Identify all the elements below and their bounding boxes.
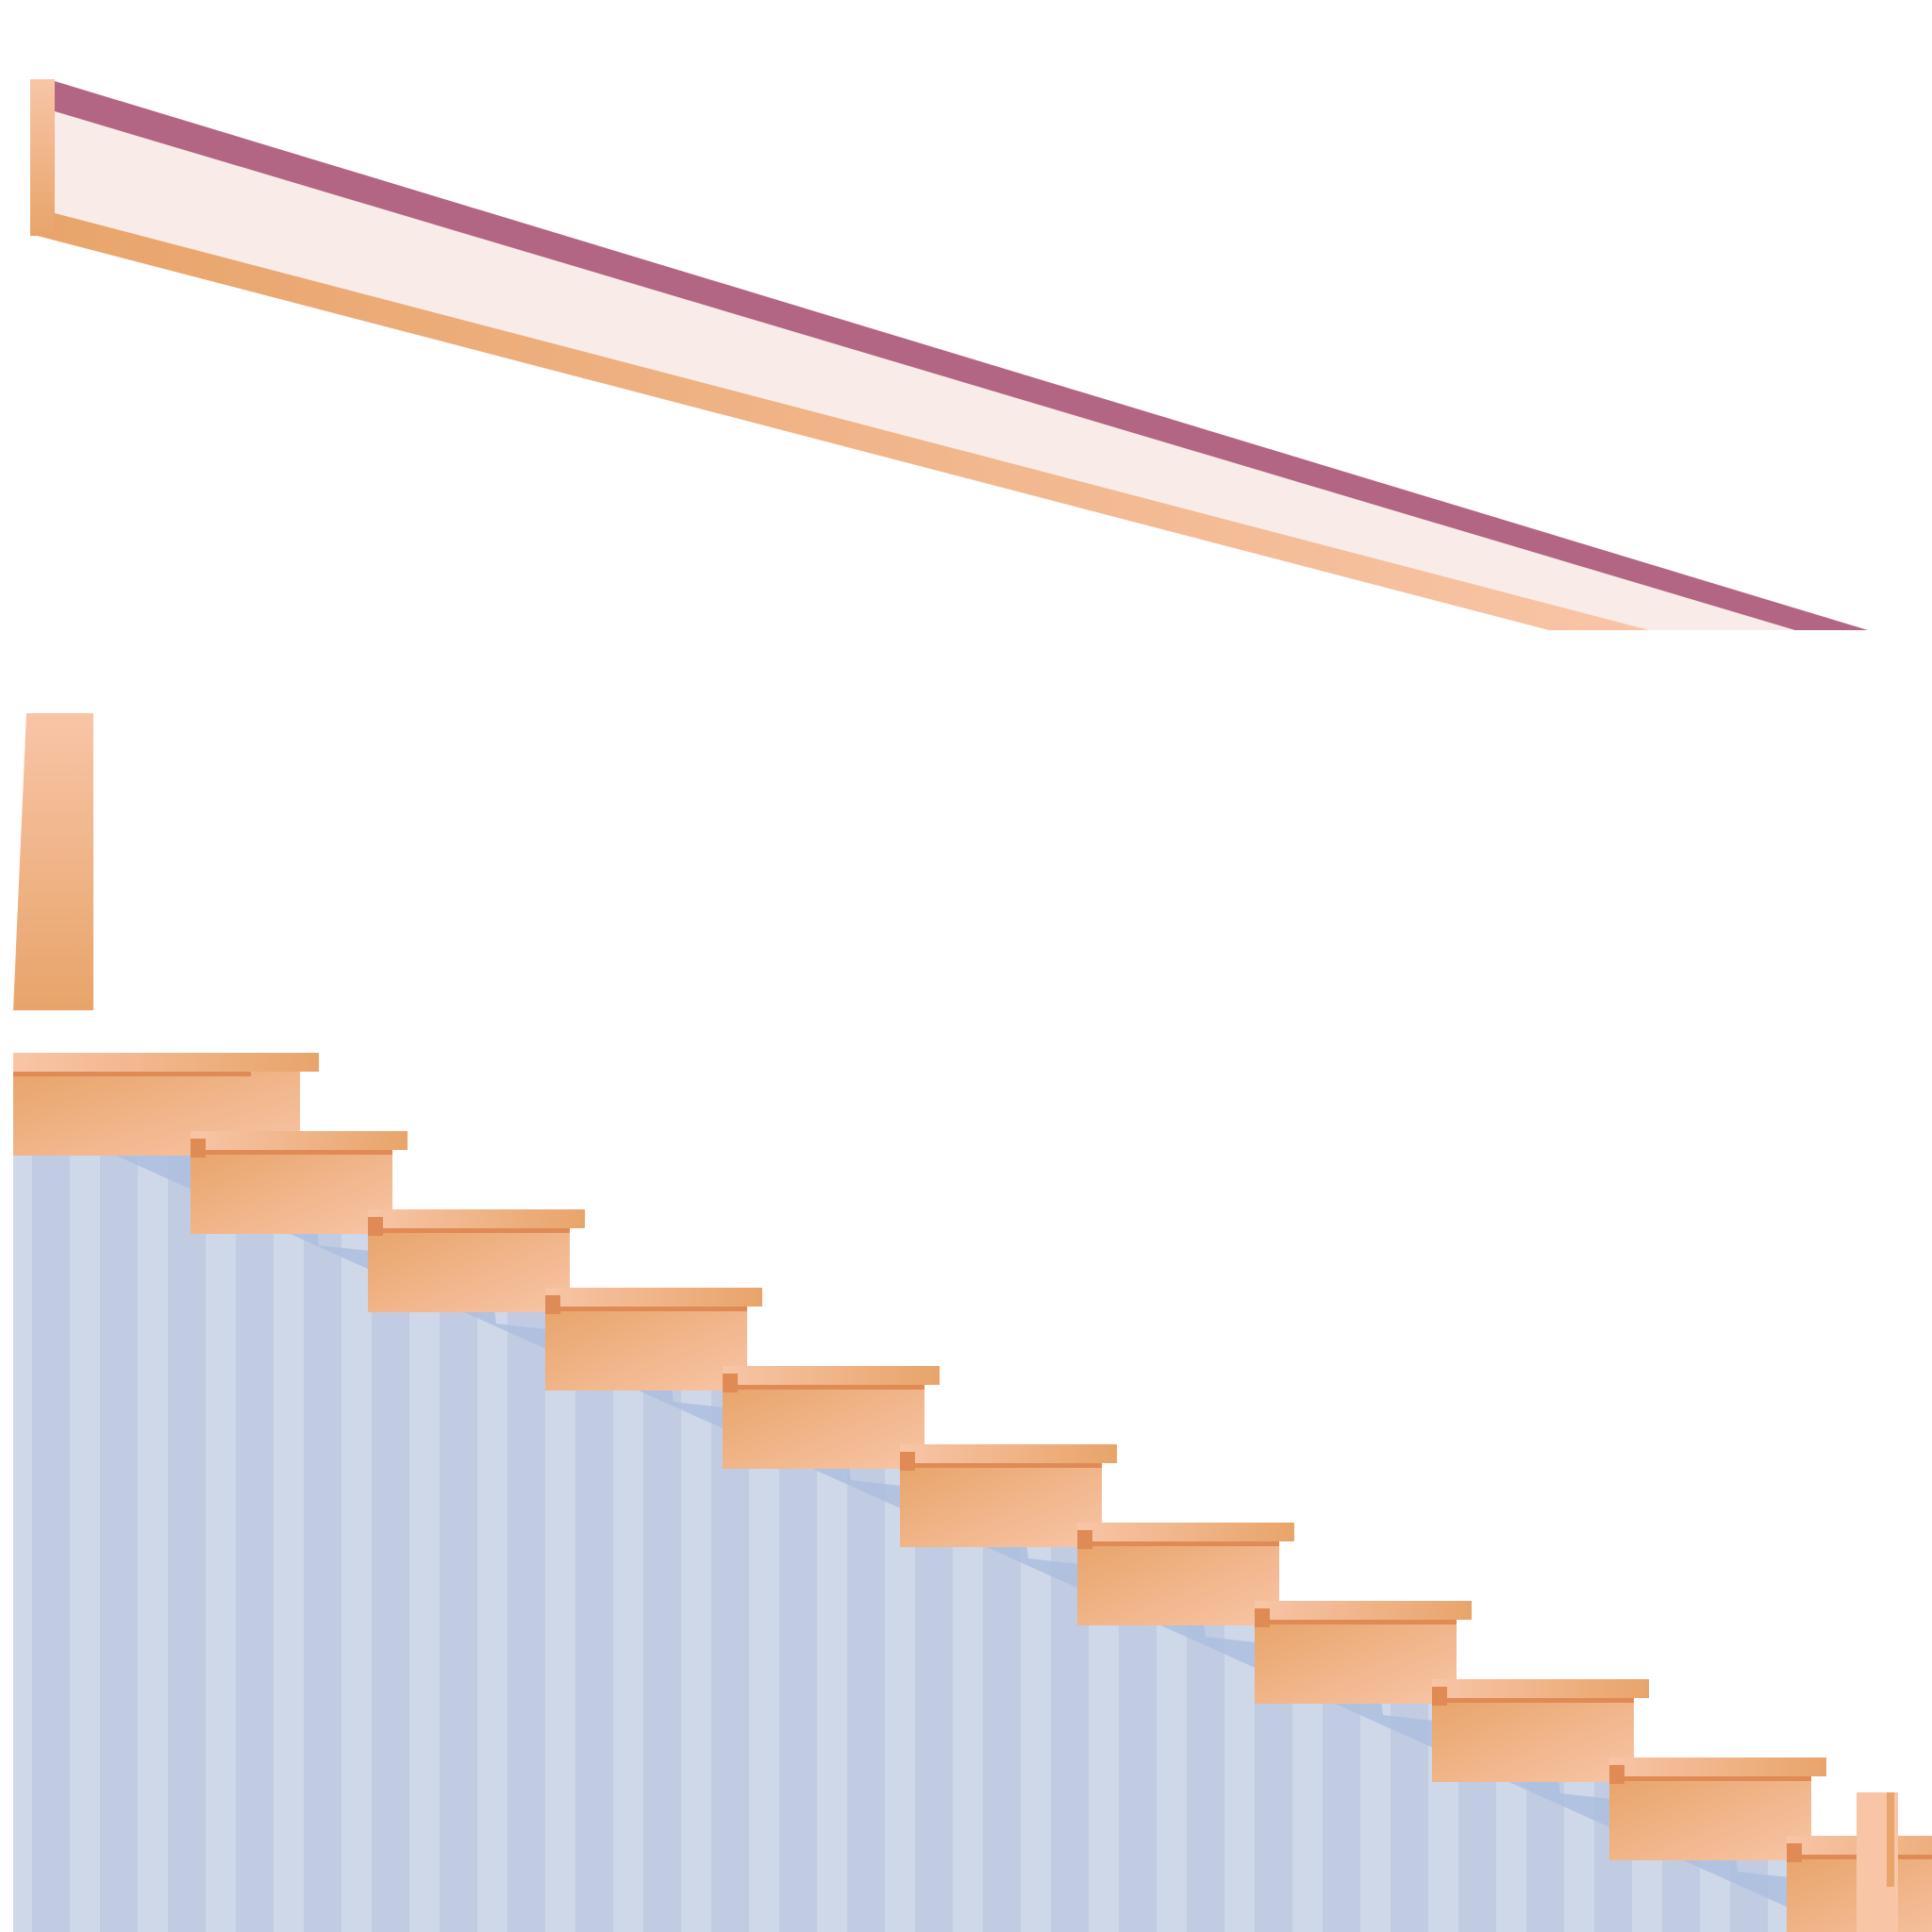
wall-stripe bbox=[643, 1038, 681, 1932]
stair-tread bbox=[545, 1288, 762, 1307]
wall-stripe bbox=[100, 1038, 138, 1932]
stair-edge-line bbox=[558, 1307, 747, 1311]
stair-nosing bbox=[545, 1295, 560, 1314]
wall-stripe bbox=[1391, 1038, 1428, 1932]
stair-nosing bbox=[191, 1139, 206, 1158]
stair-tread bbox=[1255, 1601, 1472, 1620]
stair-riser bbox=[1609, 1776, 1811, 1860]
stair-nosing bbox=[1787, 1843, 1802, 1862]
stair-edge-line bbox=[913, 1463, 1102, 1468]
stair-edge-line bbox=[736, 1385, 924, 1390]
stair-tread bbox=[1432, 1679, 1649, 1698]
stair-tread bbox=[191, 1131, 408, 1150]
stair-nosing bbox=[723, 1374, 738, 1392]
wall-stripe bbox=[1323, 1038, 1360, 1932]
stair-tread bbox=[900, 1444, 1117, 1463]
stair-riser bbox=[368, 1228, 570, 1312]
wall-stripe bbox=[575, 1038, 613, 1932]
stair-nosing bbox=[368, 1217, 383, 1236]
wall-stripe bbox=[440, 1038, 477, 1932]
stair-tread bbox=[1077, 1523, 1294, 1541]
stair-tread bbox=[1609, 1757, 1826, 1776]
wall-stripe bbox=[1458, 1038, 1496, 1932]
stair-riser bbox=[1432, 1698, 1634, 1782]
stair-edge-line bbox=[204, 1150, 392, 1155]
stair-edge-line bbox=[381, 1228, 570, 1233]
stair-riser bbox=[900, 1463, 1102, 1547]
stair-riser bbox=[1255, 1620, 1457, 1704]
handrail-underside bbox=[30, 212, 1651, 630]
stair-tread bbox=[13, 1053, 319, 1072]
wall-stripe bbox=[1187, 1038, 1224, 1932]
stair-nosing bbox=[1432, 1687, 1447, 1706]
stair-edge-line bbox=[1268, 1620, 1457, 1624]
stair-edge-line bbox=[1091, 1541, 1279, 1546]
wall-stripe bbox=[779, 1038, 817, 1932]
handrail-end-cap bbox=[30, 79, 55, 236]
stair-edge-line bbox=[13, 1072, 251, 1076]
stair-tread bbox=[368, 1209, 585, 1228]
wall-stripe bbox=[711, 1038, 749, 1932]
stair-riser bbox=[545, 1307, 747, 1391]
stair-end-post-edge bbox=[1887, 1792, 1894, 1887]
wall-stripe bbox=[1255, 1038, 1292, 1932]
stair-nosing bbox=[900, 1452, 915, 1471]
stair-nosing bbox=[1255, 1608, 1270, 1627]
stair-riser bbox=[1077, 1541, 1279, 1625]
stair-edge-line bbox=[1445, 1698, 1634, 1703]
stair-tread bbox=[723, 1366, 940, 1385]
newel-post-icon bbox=[13, 713, 93, 1010]
wall-stripe bbox=[508, 1038, 545, 1932]
handrail-top-edge bbox=[55, 81, 1868, 630]
stair-nosing bbox=[1609, 1765, 1624, 1784]
stair-riser bbox=[723, 1385, 924, 1469]
handrail-icon bbox=[30, 79, 1868, 630]
wall-stripe bbox=[32, 1038, 70, 1932]
stair-nosing bbox=[1077, 1530, 1092, 1549]
stair-riser bbox=[191, 1150, 392, 1234]
stair-edge-line bbox=[1623, 1776, 1811, 1781]
wall-stripe bbox=[1119, 1038, 1157, 1932]
